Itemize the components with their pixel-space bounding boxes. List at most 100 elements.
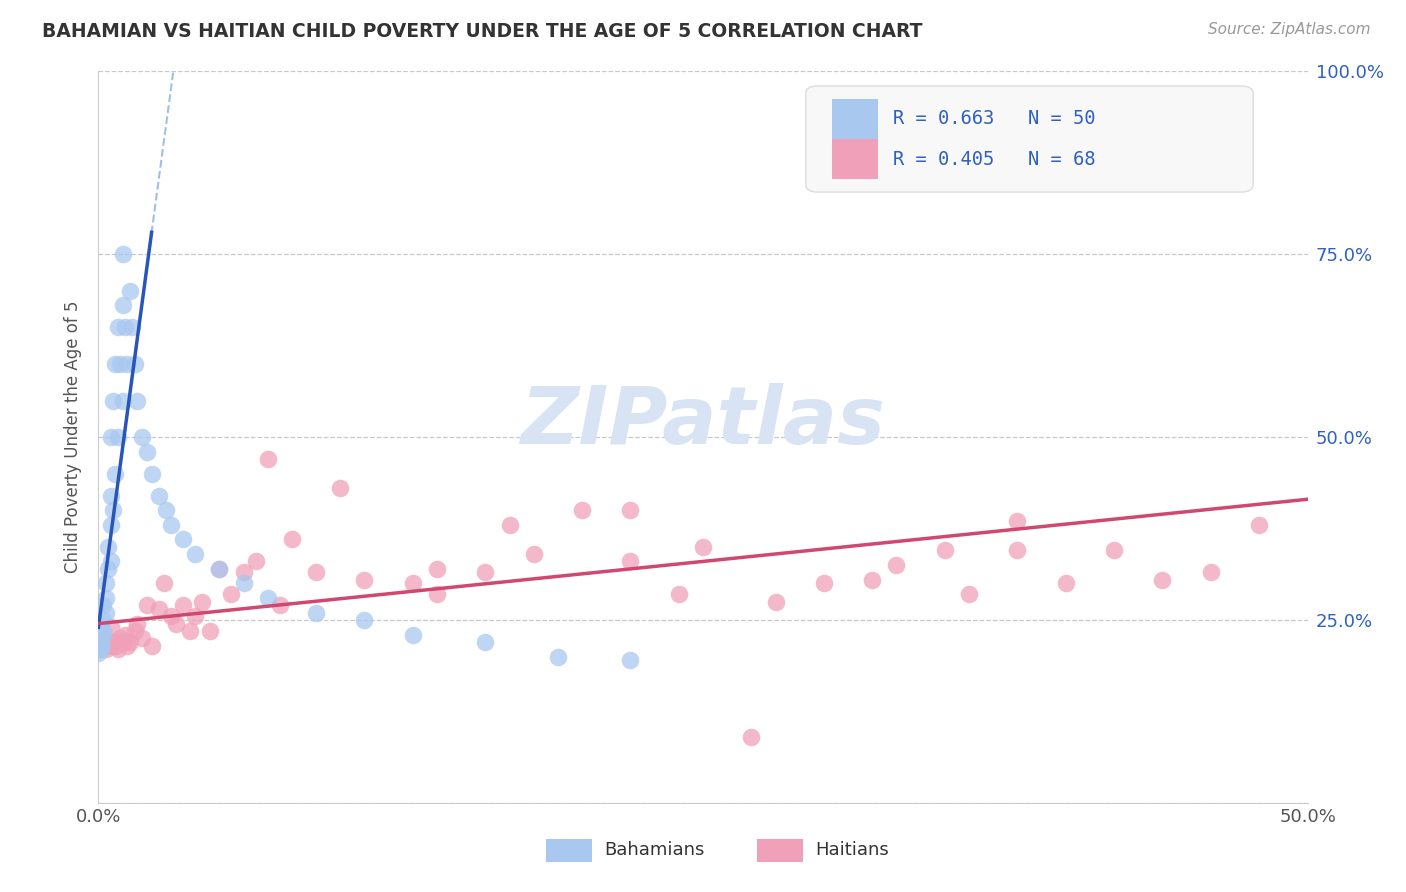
- Point: [100, 554, 122, 568]
- Point: [101, 393, 124, 408]
- Point: [221, 587, 243, 601]
- Point: [474, 566, 496, 580]
- Point: [619, 653, 641, 667]
- Point: [101, 503, 124, 517]
- Point: [127, 616, 149, 631]
- Point: [141, 467, 163, 481]
- Point: [101, 635, 124, 649]
- Point: [100, 620, 122, 634]
- Point: [668, 587, 690, 601]
- Point: [1199, 566, 1222, 580]
- Point: [117, 357, 139, 371]
- Point: [198, 624, 221, 638]
- Point: [1007, 514, 1029, 528]
- Point: [91, 635, 114, 649]
- Point: [91, 627, 114, 641]
- Point: [329, 481, 352, 495]
- Point: [108, 632, 131, 646]
- Point: [152, 576, 174, 591]
- Point: [402, 576, 425, 591]
- Point: [692, 540, 714, 554]
- Point: [160, 517, 183, 532]
- FancyBboxPatch shape: [832, 99, 879, 139]
- Point: [155, 503, 177, 517]
- Point: [135, 599, 157, 613]
- Point: [91, 599, 114, 613]
- Point: [94, 576, 117, 591]
- Point: [100, 639, 122, 653]
- Point: [148, 489, 170, 503]
- Point: [886, 558, 908, 573]
- Point: [94, 591, 117, 605]
- Point: [87, 639, 110, 653]
- Point: [91, 639, 114, 653]
- Point: [107, 320, 129, 334]
- Point: [117, 639, 139, 653]
- Point: [184, 547, 207, 561]
- Point: [100, 430, 122, 444]
- FancyBboxPatch shape: [832, 139, 879, 179]
- Point: [269, 599, 291, 613]
- Point: [619, 503, 641, 517]
- Point: [765, 594, 787, 608]
- Point: [118, 284, 141, 298]
- Point: [114, 627, 136, 641]
- Point: [127, 393, 149, 408]
- Point: [104, 639, 127, 653]
- Point: [114, 320, 136, 334]
- Point: [547, 649, 569, 664]
- Point: [1152, 573, 1174, 587]
- Point: [90, 642, 112, 657]
- Point: [90, 642, 112, 657]
- Text: BAHAMIAN VS HAITIAN CHILD POVERTY UNDER THE AGE OF 5 CORRELATION CHART: BAHAMIAN VS HAITIAN CHILD POVERTY UNDER …: [42, 22, 922, 41]
- Point: [160, 609, 183, 624]
- Point: [179, 624, 201, 638]
- Point: [1007, 543, 1029, 558]
- Y-axis label: Child Poverty Under the Age of 5: Child Poverty Under the Age of 5: [65, 301, 83, 574]
- Point: [305, 566, 328, 580]
- Point: [97, 540, 120, 554]
- Point: [97, 562, 120, 576]
- Point: [118, 635, 141, 649]
- Point: [256, 591, 278, 605]
- Point: [1249, 517, 1271, 532]
- Text: ZIPatlas: ZIPatlas: [520, 384, 886, 461]
- Point: [860, 573, 883, 587]
- Point: [108, 357, 131, 371]
- Point: [100, 517, 122, 532]
- Point: [172, 599, 194, 613]
- Text: R = 0.405   N = 68: R = 0.405 N = 68: [893, 150, 1095, 169]
- Point: [111, 298, 134, 312]
- Point: [281, 533, 304, 547]
- Point: [111, 635, 134, 649]
- Point: [104, 357, 127, 371]
- Point: [131, 632, 153, 646]
- Point: [148, 602, 170, 616]
- Point: [94, 639, 117, 653]
- Point: [571, 503, 593, 517]
- Point: [104, 467, 127, 481]
- Point: [232, 566, 254, 580]
- Point: [91, 613, 114, 627]
- Point: [124, 624, 146, 638]
- Point: [90, 632, 112, 646]
- Point: [90, 635, 112, 649]
- Point: [131, 430, 153, 444]
- FancyBboxPatch shape: [758, 838, 803, 862]
- Text: R = 0.663   N = 50: R = 0.663 N = 50: [893, 110, 1095, 128]
- Point: [165, 616, 187, 631]
- FancyBboxPatch shape: [546, 838, 592, 862]
- Point: [208, 562, 231, 576]
- Point: [124, 357, 146, 371]
- Point: [353, 573, 375, 587]
- Point: [107, 642, 129, 657]
- Point: [957, 587, 980, 601]
- Point: [1054, 576, 1077, 591]
- Point: [107, 430, 129, 444]
- FancyBboxPatch shape: [806, 86, 1253, 192]
- Point: [87, 635, 110, 649]
- Point: [353, 613, 375, 627]
- Point: [91, 624, 114, 638]
- Point: [172, 533, 194, 547]
- Point: [232, 576, 254, 591]
